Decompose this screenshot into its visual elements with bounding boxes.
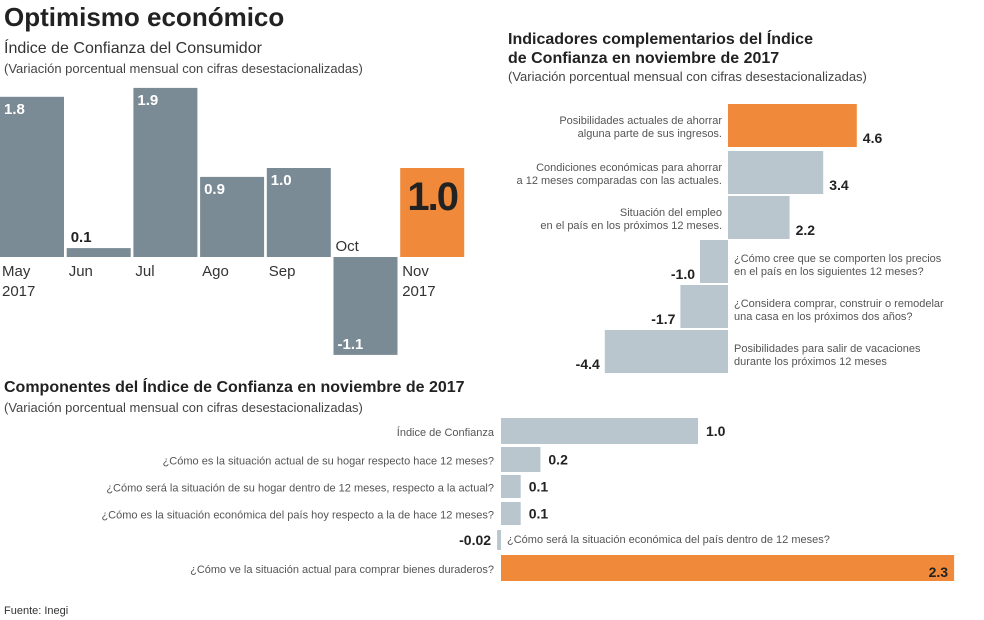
category-label: Posibilidades para salir de vacaciones xyxy=(734,343,921,355)
value-label: 0.1 xyxy=(529,479,549,495)
value-label: -0.02 xyxy=(459,532,491,548)
bar xyxy=(501,555,955,581)
complementary-bar-chart: 4.6 Posibilidades actuales de ahorraralgu… xyxy=(517,104,944,373)
value-label: 2.2 xyxy=(796,222,816,238)
category-label: Ago xyxy=(202,263,229,280)
bar xyxy=(501,502,521,525)
category-label: Oct xyxy=(336,238,360,255)
category-label: Jun xyxy=(69,263,93,280)
bar xyxy=(604,330,728,373)
category-label: May xyxy=(2,263,31,280)
bar xyxy=(700,240,728,283)
value-label: 0.1 xyxy=(71,229,92,246)
main-title: Optimismo económico xyxy=(4,2,284,32)
value-label: -1.1 xyxy=(338,336,364,353)
value-label: 4.6 xyxy=(863,130,883,146)
chart2-title-line1: Indicadores complementarios del Índice xyxy=(508,29,813,48)
category-label: ¿Cómo es la situación económica del país… xyxy=(101,510,494,522)
bar-sep xyxy=(266,168,331,257)
category-label: 2017 xyxy=(2,283,35,300)
value-label: 1.8 xyxy=(4,101,25,118)
chart1-subtitle: (Variación porcentual mensual con cifras… xyxy=(4,61,363,76)
category-label: Índice de Confianza xyxy=(397,426,495,439)
bar xyxy=(728,151,824,194)
value-label: -1.0 xyxy=(671,266,695,282)
category-label: Situación del empleo xyxy=(620,207,722,219)
category-label: alguna parte de sus ingresos. xyxy=(578,128,722,140)
value-label: 2.3 xyxy=(929,564,949,580)
bar-nov xyxy=(400,168,465,257)
value-label: 0.9 xyxy=(204,181,225,198)
chart1-title: Índice de Confianza del Consumidor xyxy=(4,38,263,57)
category-label: ¿Cómo cree que se comporten los precios xyxy=(734,253,942,265)
value-label: 1.0 xyxy=(407,175,457,219)
category-label: Jul xyxy=(135,263,154,280)
bar-ago xyxy=(200,176,265,257)
chart3-subtitle: (Variación porcentual mensual con cifras… xyxy=(4,400,363,415)
bar-jul xyxy=(133,87,198,258)
bar xyxy=(501,475,521,498)
value-label: 1.0 xyxy=(271,172,292,189)
chart3-title: Componentes del Índice de Confianza en n… xyxy=(4,377,465,396)
category-label: en el país en los siguientes 12 meses? xyxy=(734,266,924,278)
bar xyxy=(497,530,501,550)
source-note: Fuente: Inegi xyxy=(4,605,68,617)
bar xyxy=(680,285,728,328)
bar xyxy=(501,447,541,472)
bar xyxy=(728,196,790,239)
category-label: ¿Cómo será la situación económica del pa… xyxy=(507,534,830,546)
value-label: -4.4 xyxy=(576,356,600,372)
value-label: 1.0 xyxy=(706,423,726,439)
monthly-bar-chart: 1.8 May 2017 0.1 Jun 1.9 Jul 0.9 Ago 1.0 Sep -1.1 Oc… xyxy=(0,87,465,355)
category-label: ¿Considera comprar, construir o remodela… xyxy=(734,298,944,310)
category-label: ¿Cómo ve la situación actual para compra… xyxy=(190,564,494,576)
category-label: ¿Cómo será la situación de su hogar dent… xyxy=(106,483,494,495)
value-label: 0.2 xyxy=(548,452,568,468)
category-label: una casa en los próximos dos años? xyxy=(734,311,913,323)
value-label: -1.7 xyxy=(651,311,675,327)
category-label: a 12 meses comparadas con las actuales. xyxy=(517,175,722,187)
components-bar-chart: 1.0 Índice de Confianza 0.2 ¿Cómo es la sit… xyxy=(101,418,955,581)
bar-may xyxy=(0,96,64,257)
category-label: Nov xyxy=(402,263,429,280)
category-label: Condiciones económicas para ahorrar xyxy=(536,162,722,174)
value-label: 3.4 xyxy=(829,177,849,193)
chart2-subtitle: (Variación porcentual mensual con cifras… xyxy=(508,69,867,84)
bar-oct xyxy=(333,257,398,355)
chart2-title-line2: de Confianza en noviembre de 2017 xyxy=(508,50,779,67)
bar-jun xyxy=(66,248,131,257)
category-label: ¿Cómo es la situación actual de su hogar… xyxy=(163,456,494,468)
category-label: 2017 xyxy=(402,283,435,300)
category-label: Posibilidades actuales de ahorrar xyxy=(559,115,722,127)
category-label: Sep xyxy=(269,263,296,280)
value-label: 0.1 xyxy=(529,506,549,522)
bar xyxy=(728,104,857,147)
category-label: en el país en los próximos 12 meses. xyxy=(540,220,722,232)
bar xyxy=(501,418,698,444)
value-label: 1.9 xyxy=(137,92,158,109)
category-label: durante los próximos 12 meses xyxy=(734,356,887,368)
